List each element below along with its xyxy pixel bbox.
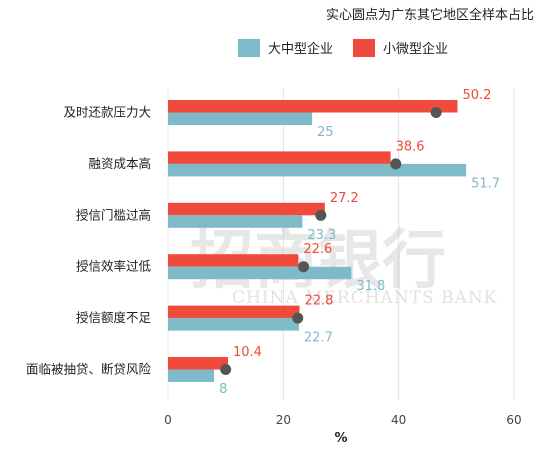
watermark-subtext: CHINA MERCHANTS BANK (232, 288, 497, 308)
value-label-large: 31.8 (356, 279, 385, 294)
x-tick-label: 60 (506, 413, 521, 427)
bar-large (168, 369, 215, 382)
x-tick-label: 20 (276, 413, 291, 427)
bar-large (168, 112, 313, 125)
x-tick-label: 0 (164, 413, 172, 427)
bar-small (168, 100, 458, 113)
value-label-large: 23.3 (307, 228, 336, 243)
reference-dot (292, 312, 304, 324)
reference-dot (315, 209, 327, 221)
bar-large (168, 318, 299, 331)
legend-swatch-large (238, 38, 260, 57)
value-label-large: 51.7 (471, 176, 500, 191)
bar-small (168, 357, 228, 370)
value-label-large: 8 (219, 382, 227, 397)
reference-dot (390, 158, 402, 170)
legend-label-large: 大中型企业 (268, 42, 334, 57)
legend-swatch-small (353, 38, 376, 57)
reference-dot (430, 107, 442, 118)
x-axis-title: % (334, 431, 347, 446)
bar-small (168, 254, 299, 267)
bar-small (168, 305, 300, 319)
chart-note: 实心圆点为广东其它地区全样本占比 (325, 8, 534, 23)
category-label: 授信门槛过高 (76, 207, 151, 222)
bar-small (168, 202, 325, 216)
value-label-small: 50.2 (462, 88, 491, 103)
bar-small (168, 151, 391, 164)
value-label-large: 25 (317, 125, 334, 140)
x-tick-label: 40 (391, 413, 406, 427)
reference-dot (298, 261, 310, 273)
value-label-small: 38.6 (396, 139, 425, 154)
category-label: 及时还款压力大 (63, 105, 151, 120)
value-label-small: 22.6 (303, 242, 332, 257)
legend: 大中型企业 小微型企业 (238, 38, 468, 57)
value-label-small: 22.8 (304, 294, 333, 309)
value-label-small: 27.2 (330, 191, 359, 206)
category-label: 授信效率过低 (76, 259, 152, 274)
reference-dot (220, 364, 232, 375)
bar-large (168, 215, 303, 228)
category-label: 面临被抽贷、断贷风险 (26, 362, 152, 377)
bar-large (168, 163, 467, 177)
legend-label-small: 小微型企业 (383, 42, 449, 57)
category-label: 融资成本高 (88, 156, 151, 171)
category-label: 授信额度不足 (76, 310, 152, 325)
value-label-small: 10.4 (233, 345, 262, 360)
value-label-large: 22.7 (304, 331, 333, 346)
bar-large (168, 266, 352, 280)
legend-item-large: 大中型企业 (238, 38, 333, 57)
legend-item-small: 小微型企业 (353, 38, 448, 57)
